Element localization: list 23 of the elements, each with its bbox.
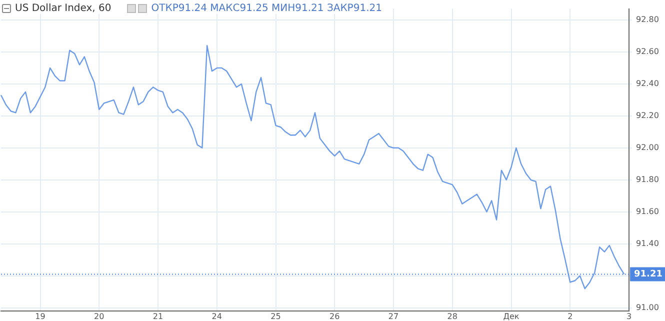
x-tick-label: 26 <box>330 312 340 321</box>
y-tick-label: 91.80 <box>636 174 659 184</box>
x-tick-label: 25 <box>270 312 281 321</box>
x-tick-label: 3 <box>626 312 632 321</box>
chart-title: US Dollar Index, 60 <box>15 3 112 14</box>
x-tick-label: 2 <box>568 312 573 321</box>
y-tick-label: 92.20 <box>636 111 659 120</box>
y-tick-label: 92.80 <box>636 15 659 24</box>
x-tick-label: 28 <box>447 312 458 321</box>
x-tick-label: 19 <box>35 312 46 321</box>
y-tick-label: 92.60 <box>636 47 659 56</box>
y-tick-label: 92.40 <box>636 79 659 88</box>
y-tick-label: 91.40 <box>636 238 659 248</box>
x-tick-label: Дек <box>503 312 520 321</box>
y-tick-label: 92.00 <box>636 142 659 152</box>
x-tick-label: 20 <box>94 312 104 321</box>
y-tick-label: 91.60 <box>636 206 659 216</box>
x-tick-label: 21 <box>152 312 164 321</box>
x-tick-label: 27 <box>388 312 399 321</box>
x-tick-label: 24 <box>212 312 222 321</box>
annotation: ОТКР91.24 МАКС91.25 МИН91.21 ЗАКР91.21 <box>151 3 382 14</box>
ref-line-label: 91.21 <box>634 270 662 280</box>
y-tick-label: 91.00 <box>636 302 659 312</box>
